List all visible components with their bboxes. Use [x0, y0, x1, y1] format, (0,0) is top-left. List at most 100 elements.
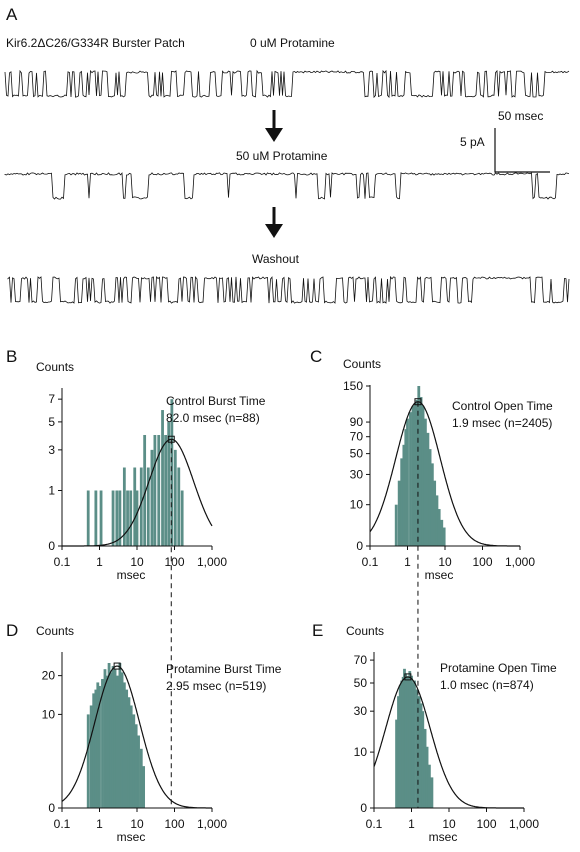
histogram-bar: [139, 467, 143, 546]
scale-bar-time-label: 50 msec: [498, 109, 543, 123]
down-arrow-icon: [265, 207, 283, 238]
x-tick-label: 1,000: [197, 817, 227, 831]
y-tick-label: 50: [354, 676, 368, 690]
x-axis-label: msec: [117, 568, 146, 582]
x-tick-label: 1: [96, 817, 103, 831]
y-tick-label: 150: [343, 379, 363, 393]
panel-e-letter: E: [312, 621, 323, 640]
histogram-bar: [146, 467, 150, 546]
histogram-bar: [435, 495, 439, 546]
histogram-bar: [400, 680, 404, 808]
annotation-title: Control Burst Time: [166, 394, 266, 408]
current-trace: [7, 275, 570, 304]
histogram-bar: [426, 432, 430, 546]
x-tick-label: 0.1: [54, 555, 71, 569]
histogram-bar: [411, 683, 415, 808]
histogram-bar: [410, 675, 413, 808]
y-tick-label: 10: [42, 707, 56, 721]
histogram-bar: [118, 490, 122, 546]
histogram-bar: [400, 458, 404, 546]
histogram-bar: [421, 711, 425, 808]
histogram-bar: [413, 402, 417, 546]
x-tick-label: 100: [472, 555, 492, 569]
histogram-bar: [161, 410, 164, 546]
y-tick-label: 70: [350, 430, 364, 444]
histogram-bar: [134, 724, 138, 808]
histogram-bar: [115, 490, 119, 546]
condition-label-2: Washout: [252, 252, 300, 266]
histogram-bar: [98, 685, 101, 808]
histogram-bar: [415, 399, 419, 546]
annotation-value: 1.9 msec (n=2405): [452, 416, 552, 430]
histogram-bar: [113, 669, 117, 808]
histogram-bar: [129, 705, 133, 808]
x-tick-label: 1,000: [509, 817, 539, 831]
histogram-bar: [404, 429, 408, 546]
y-axis-label: Counts: [346, 624, 384, 638]
y-tick-label: 0: [356, 539, 363, 553]
histogram-bar: [173, 449, 177, 546]
y-tick-label: 10: [354, 745, 368, 759]
x-axis-label: msec: [425, 568, 454, 582]
y-tick-label: 10: [350, 498, 364, 512]
histogram-bar: [96, 682, 100, 808]
annotation-value: 1.0 msec (n=874): [440, 678, 534, 692]
histogram-bar: [164, 434, 168, 546]
histogram-bar: [397, 696, 400, 808]
histogram-bar: [423, 728, 427, 808]
histogram-bar: [129, 490, 133, 546]
histogram-bar: [126, 490, 129, 546]
histogram-bar: [419, 397, 423, 546]
histogram-bar: [89, 705, 93, 808]
histogram-bar: [94, 490, 98, 546]
y-tick-label: 7: [48, 392, 55, 406]
fit-curve: [369, 401, 520, 547]
fit-curve: [61, 665, 212, 809]
down-arrow-icon: [265, 110, 283, 142]
histogram-bar: [127, 697, 131, 808]
histogram-bar: [425, 746, 429, 808]
histogram-bar: [419, 703, 423, 808]
panel-c-letter: C: [310, 347, 322, 366]
x-tick-label: 0.1: [362, 555, 379, 569]
current-trace: [4, 69, 570, 99]
annotation-title: Protamine Open Time: [440, 661, 557, 675]
y-axis-label: Counts: [36, 624, 74, 638]
condition-label-1: 50 uM Protamine: [236, 149, 328, 163]
histogram-bar: [177, 467, 181, 546]
annotation-title: Control Open Time: [452, 399, 553, 413]
panel-d-letter: D: [6, 621, 18, 640]
histogram-bar: [430, 777, 434, 808]
histogram-bar: [428, 449, 432, 546]
dashed-guide-lines: [170, 401, 419, 808]
patch-label: Kir6.2ΔC26/G334R Burster Patch: [6, 36, 185, 50]
histogram-bar: [402, 444, 406, 546]
histogram-bar: [99, 490, 103, 546]
x-tick-label: 1,000: [505, 555, 535, 569]
histogram-bar: [440, 519, 444, 546]
fit-curve: [373, 676, 524, 809]
histogram-bar: [395, 719, 398, 808]
histogram-bar: [433, 480, 437, 546]
x-tick-label: 100: [476, 817, 496, 831]
histogram-bar: [111, 666, 115, 808]
panel-a: A Kir6.2ΔC26/G334R Burster Patch 0 uM Pr…: [4, 5, 570, 304]
histogram-bar: [118, 663, 122, 808]
histogram-bar: [142, 766, 146, 808]
annotation-title: Protamine Burst Time: [166, 662, 282, 676]
histogram-bar: [408, 671, 412, 808]
y-tick-label: 5: [48, 415, 55, 429]
y-tick-label: 70: [354, 653, 368, 667]
y-tick-label: 0: [48, 539, 55, 553]
current-traces: [4, 69, 570, 304]
histogram-bar: [442, 527, 446, 546]
y-tick-label: 30: [354, 704, 368, 718]
histogram-bar: [137, 735, 140, 808]
histogram-bar: [107, 663, 111, 808]
panel-b-letter: B: [6, 347, 17, 366]
y-tick-label: 3: [48, 443, 55, 457]
annotation-value: 2.95 msec (n=519): [166, 679, 266, 693]
